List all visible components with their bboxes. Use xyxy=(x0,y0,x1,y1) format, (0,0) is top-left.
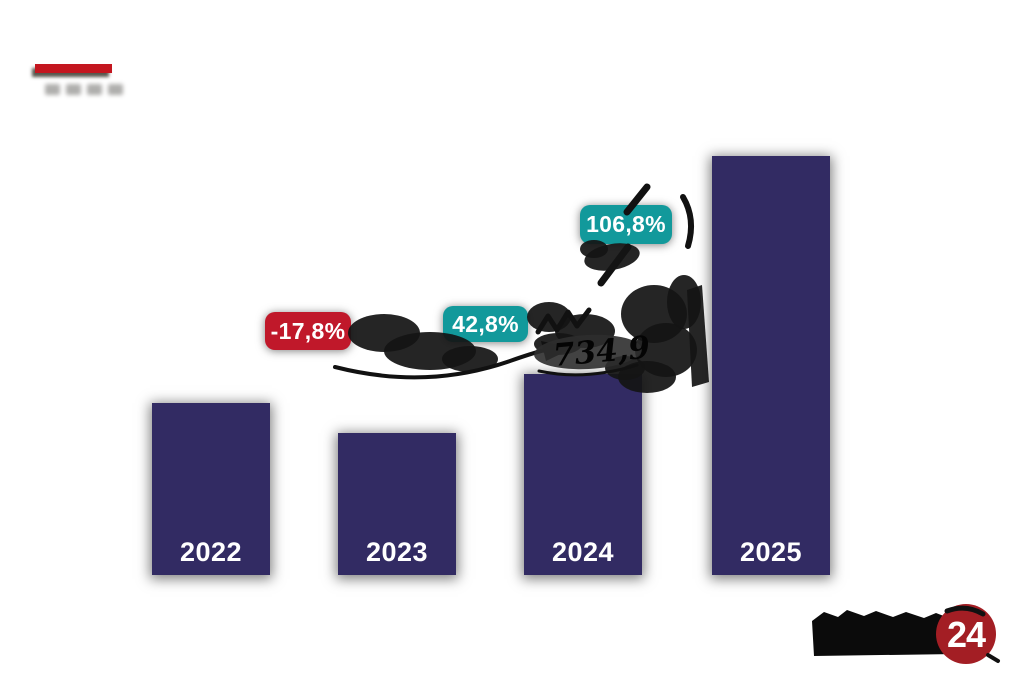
logo-wordmark-redaction xyxy=(812,610,957,656)
bar-label-2024: 2024 xyxy=(551,537,615,567)
erased-text-remnant xyxy=(108,84,123,95)
erased-text-remnant xyxy=(66,84,81,95)
hand-arrow-head xyxy=(541,341,573,361)
erased-text-remnant xyxy=(45,84,60,95)
growth-badge-2023-2024: 42,8% xyxy=(443,306,528,342)
scribble-cluster-middle xyxy=(527,302,615,355)
bar-label-2022: 2022 xyxy=(179,537,243,567)
scribble-dot xyxy=(986,653,1000,663)
growth-badge-label: 42,8% xyxy=(452,310,519,337)
scribble-blob xyxy=(667,275,701,329)
scribble-band xyxy=(534,334,642,370)
erased-text-remnant xyxy=(87,84,102,95)
handwritten-value: 734,9 xyxy=(552,330,652,374)
scribble-stroke xyxy=(680,194,695,249)
scribble-blob xyxy=(534,333,582,355)
scribble-zigzag xyxy=(535,307,592,335)
scribble-blob xyxy=(635,323,697,377)
erased-title-remnants xyxy=(45,84,123,95)
scribble-blob xyxy=(442,346,498,372)
scribble-blob xyxy=(584,243,640,271)
bar-2022: 2022 xyxy=(152,403,270,575)
hand-arrow-shaft xyxy=(333,348,547,380)
logo-24-text: 24 xyxy=(947,614,986,655)
bar-label-2025: 2025 xyxy=(739,537,803,567)
bar-2023: 2023 xyxy=(338,433,456,575)
scribble-blob xyxy=(621,285,687,343)
title-accent-line xyxy=(35,64,112,73)
scribble-blob xyxy=(555,314,615,348)
growth-badge-2024-2025: 106,8% xyxy=(580,205,672,244)
scribble-bar xyxy=(687,285,709,387)
logo-24-disc xyxy=(936,604,996,664)
scribble-blob xyxy=(348,314,420,352)
scribble-on-disc xyxy=(944,605,986,617)
bar-2024: 2024 xyxy=(524,374,642,575)
bar-2025: 2025 xyxy=(712,156,830,575)
growth-badge-2022-2023: -17,8% xyxy=(265,312,351,350)
scribble-blob xyxy=(527,302,571,332)
growth-badge-label: 106,8% xyxy=(586,211,666,237)
scribble-stroke xyxy=(597,243,632,287)
bar-label-2023: 2023 xyxy=(365,537,429,567)
logo: 24 xyxy=(812,604,1000,664)
growth-badge-label: -17,8% xyxy=(270,317,346,344)
